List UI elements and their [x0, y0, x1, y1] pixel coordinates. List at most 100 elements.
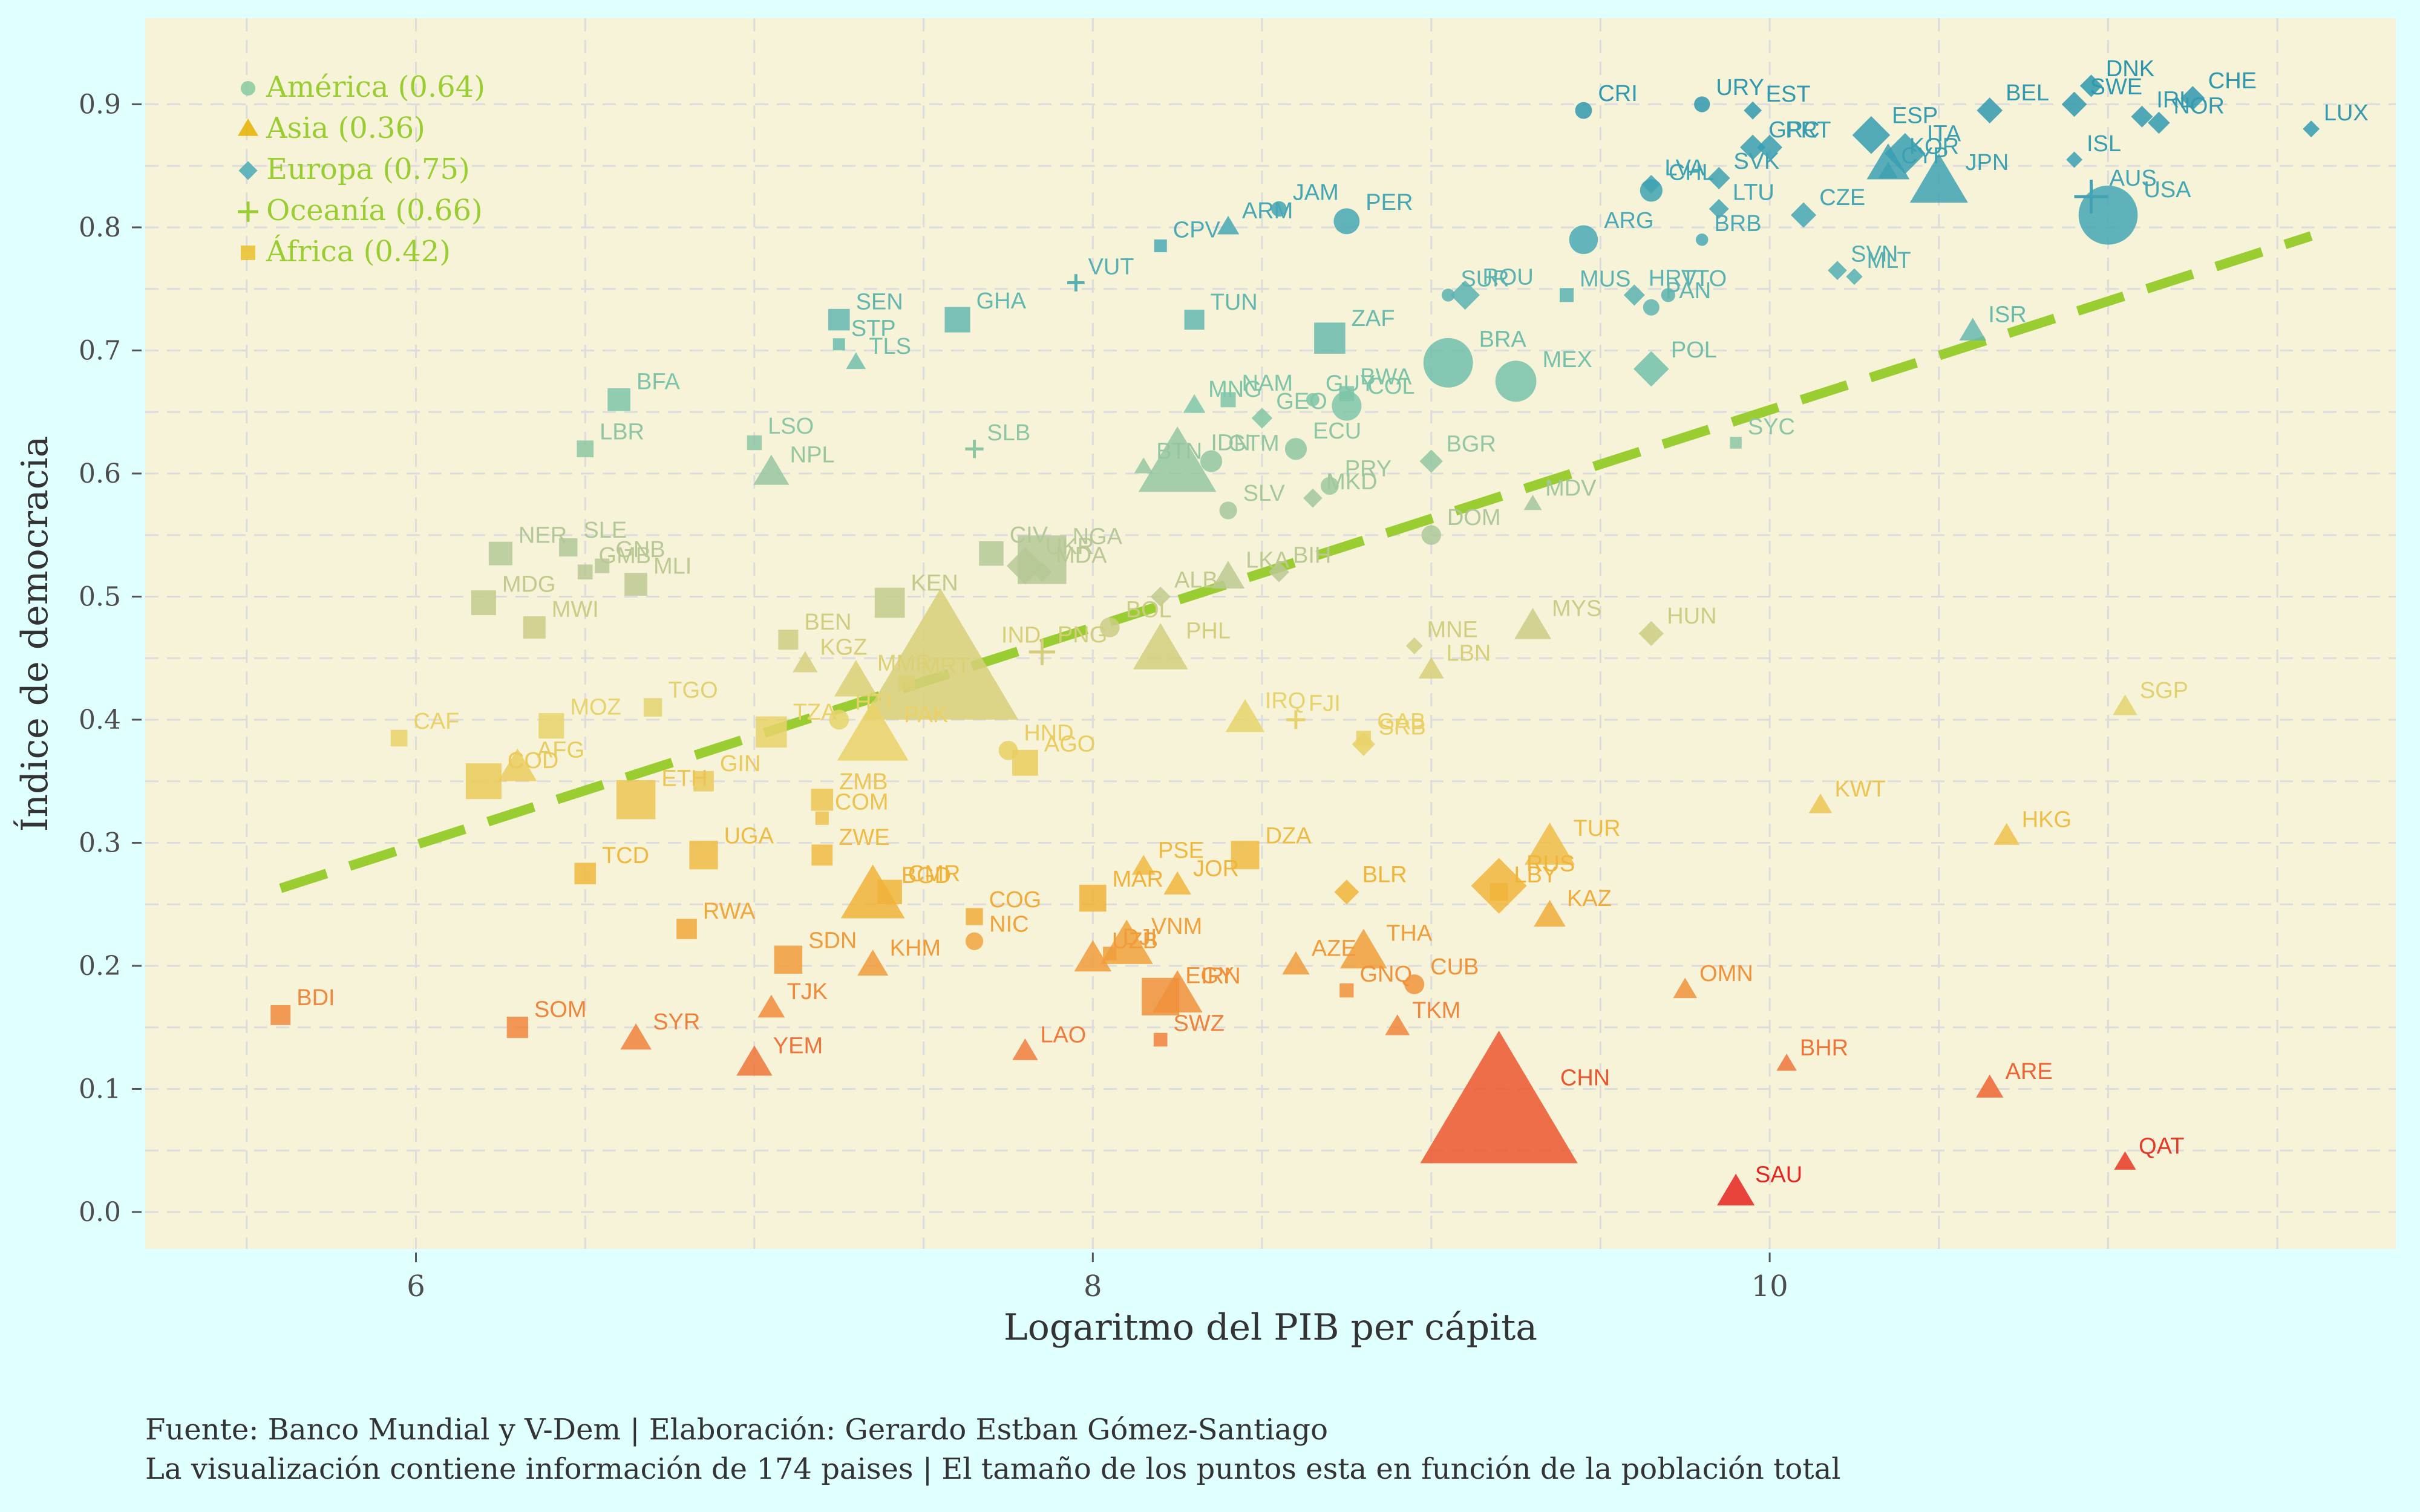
point-label-lby: LBY	[1514, 862, 1557, 888]
point-label-zmb: ZMB	[839, 769, 888, 795]
point-tgo	[643, 698, 662, 717]
point-labels: LUXCHEIRLNORDNKSWEISLUSAAUSBELKORJPNESPI…	[296, 56, 2369, 1187]
point-isl	[2066, 151, 2083, 168]
point-label-slb: SLB	[987, 420, 1030, 446]
point-label-tgo: TGO	[668, 677, 718, 703]
point-label-btn: BTN	[1156, 438, 1202, 464]
x-axis-ticks: 6 8 10	[407, 1253, 1788, 1303]
point-label-che: CHE	[2208, 68, 2257, 94]
point-label-kwt: KWT	[1835, 777, 1886, 802]
point-label-col: COL	[1367, 374, 1414, 399]
legend: América (0.64) Asia (0.36) Europa (0.75) Oc…	[237, 70, 485, 269]
point-label-nic: NIC	[989, 911, 1028, 937]
point-moz	[538, 713, 564, 739]
point-cyp	[1878, 161, 1898, 178]
point-ltu	[1709, 198, 1729, 219]
point-mrt	[898, 674, 915, 691]
point-label-caf: CAF	[413, 709, 459, 734]
point-sau	[1717, 1173, 1755, 1206]
point-label-rwa: RWA	[703, 899, 756, 924]
point-lbr	[577, 440, 594, 458]
point-mys	[1514, 608, 1552, 639]
point-tkm	[1385, 1014, 1410, 1035]
point-label-bih: BIH	[1293, 543, 1331, 569]
point-caf	[390, 729, 408, 747]
point-label-bgr: BGR	[1447, 432, 1496, 457]
y-tick-label: 0.3	[79, 827, 121, 858]
point-gnb	[595, 558, 610, 573]
point-label-mwi: MWI	[552, 597, 599, 622]
point-label-cod: COD	[508, 748, 558, 774]
point-nor	[2148, 111, 2170, 134]
point-blr	[1334, 879, 1359, 905]
point-label-kor: KOR	[1909, 134, 1959, 159]
point-label-idn: IDN	[1211, 431, 1250, 456]
point-label-hti: HTI	[855, 689, 892, 715]
point-sen	[828, 308, 850, 331]
point-label-syr: SYR	[653, 1009, 700, 1035]
point-label-guy: GUY	[1326, 371, 1375, 396]
point-label-jor: JOR	[1193, 856, 1239, 881]
legend-label: África (0.42)	[266, 234, 451, 269]
point-slv	[1219, 501, 1237, 520]
point-label-per: PER	[1365, 190, 1413, 215]
point-label-bgd: BGD	[901, 863, 951, 888]
point-lbn	[1418, 657, 1444, 679]
point-eth	[616, 780, 656, 820]
point-label-cmr: CMR	[908, 861, 961, 887]
point-label-dnk: DNK	[2106, 56, 2154, 82]
point-rou	[1450, 280, 1480, 310]
point-label-aus: AUS	[2110, 166, 2157, 191]
point-label-ukr: UKR	[1045, 534, 1094, 559]
point-pse	[1131, 855, 1156, 875]
point-sdn	[774, 945, 803, 974]
point-bhr	[1776, 1054, 1797, 1071]
point-mwi	[523, 616, 546, 639]
point-label-nga: NGA	[1073, 524, 1123, 549]
point-label-ecu: ECU	[1313, 419, 1361, 444]
point-cub	[1404, 974, 1425, 994]
point-aus	[2074, 180, 2108, 214]
point-label-lso: LSO	[768, 414, 814, 439]
point-bdi	[270, 1005, 291, 1025]
legend-label: América (0.64)	[266, 70, 485, 104]
point-rus	[1471, 858, 1527, 914]
point-ner	[488, 541, 512, 565]
point-ecu	[1284, 438, 1307, 460]
point-cpv	[1154, 239, 1167, 253]
point-zaf	[1314, 322, 1346, 354]
point-gha	[944, 307, 970, 333]
point-label-tjk: TJK	[787, 979, 828, 1005]
legend-label: Europa (0.75)	[266, 152, 470, 186]
point-label-prt: PRT	[1785, 117, 1831, 143]
point-label-mkd: MKD	[1326, 469, 1377, 495]
point-uga	[689, 841, 718, 870]
point-bgd	[840, 864, 905, 919]
point-label-yem: YEM	[773, 1033, 823, 1058]
point-label-blr: BLR	[1362, 862, 1407, 888]
point-label-ben: BEN	[804, 610, 851, 635]
x-tick-label: 6	[407, 1269, 425, 1303]
point-com	[815, 811, 829, 825]
point-grc	[1740, 134, 1766, 160]
point-label-arg: ARG	[1604, 208, 1653, 233]
point-label-tun: TUN	[1211, 290, 1258, 315]
point-som	[506, 1017, 528, 1038]
point-label-civ: CIV	[1010, 523, 1048, 548]
point-guy	[1306, 393, 1320, 406]
point-rwa	[676, 919, 697, 939]
point-bgr	[1419, 449, 1443, 473]
point-label-mrt: MRT	[921, 653, 970, 679]
plot-panel	[145, 18, 2396, 1249]
point-label-tkm: TKM	[1412, 998, 1460, 1023]
point-label-isr: ISR	[1988, 302, 2026, 328]
point-label-cze: CZE	[1819, 185, 1865, 210]
y-tick-label: 0.7	[79, 335, 121, 366]
point-usa	[2078, 185, 2138, 245]
point-che	[2180, 86, 2205, 111]
point-slb	[965, 440, 984, 458]
point-gmb	[577, 564, 593, 580]
point-label-cpv: CPV	[1173, 217, 1221, 243]
point-mus	[1559, 288, 1574, 302]
